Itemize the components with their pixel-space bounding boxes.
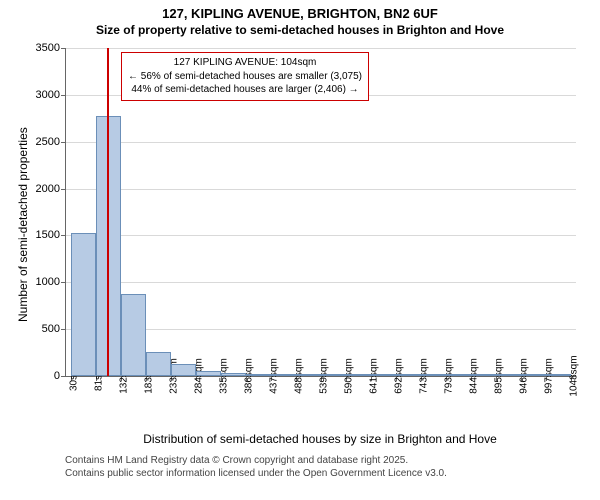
ytick-label: 1500: [36, 229, 66, 241]
callout-line: 127 KIPLING AVENUE: 104sqm: [128, 56, 362, 70]
histogram-bar: [71, 233, 96, 376]
histogram-bar: [246, 374, 271, 376]
histogram-bar: [471, 374, 496, 376]
ytick-label: 500: [42, 323, 66, 335]
gridline: [66, 189, 576, 190]
xtick-label: 997sqm: [538, 358, 555, 394]
ytick-label: 1000: [36, 276, 66, 288]
xtick-label: 641sqm: [363, 358, 380, 394]
histogram-bar: [396, 374, 421, 376]
histogram-bar: [496, 374, 521, 376]
xtick-label: 844sqm: [463, 358, 480, 394]
histogram-bar: [346, 374, 371, 376]
footer-line-2: Contains public sector information licen…: [65, 467, 447, 480]
gridline: [66, 282, 576, 283]
x-axis-label: Distribution of semi-detached houses by …: [65, 432, 575, 446]
ytick-label: 3500: [36, 42, 66, 54]
histogram-bar: [221, 373, 246, 376]
gridline: [66, 142, 576, 143]
chart-title: 127, KIPLING AVENUE, BRIGHTON, BN2 6UF: [0, 6, 600, 21]
histogram-bar: [171, 364, 196, 376]
callout-line: ← 56% of semi-detached houses are smalle…: [128, 70, 362, 84]
callout-box: 127 KIPLING AVENUE: 104sqm← 56% of semi-…: [121, 52, 369, 101]
xtick-label: 386sqm: [238, 358, 255, 394]
footer-line-1: Contains HM Land Registry data © Crown c…: [65, 454, 447, 467]
histogram-bar: [296, 374, 321, 376]
xtick-label: 895sqm: [488, 358, 505, 394]
xtick-label: 946sqm: [513, 358, 530, 394]
histogram-bar: [271, 374, 296, 376]
histogram-bar: [446, 374, 471, 376]
y-axis-label: Number of semi-detached properties: [16, 127, 30, 322]
histogram-bar: [196, 371, 221, 376]
plot-area: 050010001500200025003000350030sqm81sqm13…: [65, 48, 576, 377]
property-marker-line: [107, 48, 109, 376]
gridline: [66, 235, 576, 236]
ytick-label: 2500: [36, 136, 66, 148]
xtick-label: 743sqm: [413, 358, 430, 394]
histogram-bar: [146, 352, 171, 376]
xtick-label: 793sqm: [438, 358, 455, 394]
histogram-bar: [421, 374, 446, 376]
footer-attribution: Contains HM Land Registry data © Crown c…: [65, 454, 447, 480]
gridline: [66, 48, 576, 49]
histogram-bar: [121, 294, 146, 376]
histogram-bar: [321, 374, 346, 376]
xtick-label: 539sqm: [313, 358, 330, 394]
xtick-label: 488sqm: [288, 358, 305, 394]
ytick-label: 3000: [36, 89, 66, 101]
histogram-bar: [546, 374, 571, 376]
xtick-label: 692sqm: [388, 358, 405, 394]
xtick-label: 1048sqm: [563, 355, 580, 396]
ytick-label: 2000: [36, 183, 66, 195]
histogram-bar: [371, 374, 396, 376]
chart-subtitle: Size of property relative to semi-detach…: [0, 23, 600, 37]
xtick-label: 437sqm: [263, 358, 280, 394]
xtick-label: 335sqm: [213, 358, 230, 394]
callout-line: 44% of semi-detached houses are larger (…: [128, 83, 362, 97]
histogram-bar: [521, 374, 546, 376]
chart-container: 127, KIPLING AVENUE, BRIGHTON, BN2 6UF S…: [0, 0, 600, 500]
xtick-label: 590sqm: [338, 358, 355, 394]
